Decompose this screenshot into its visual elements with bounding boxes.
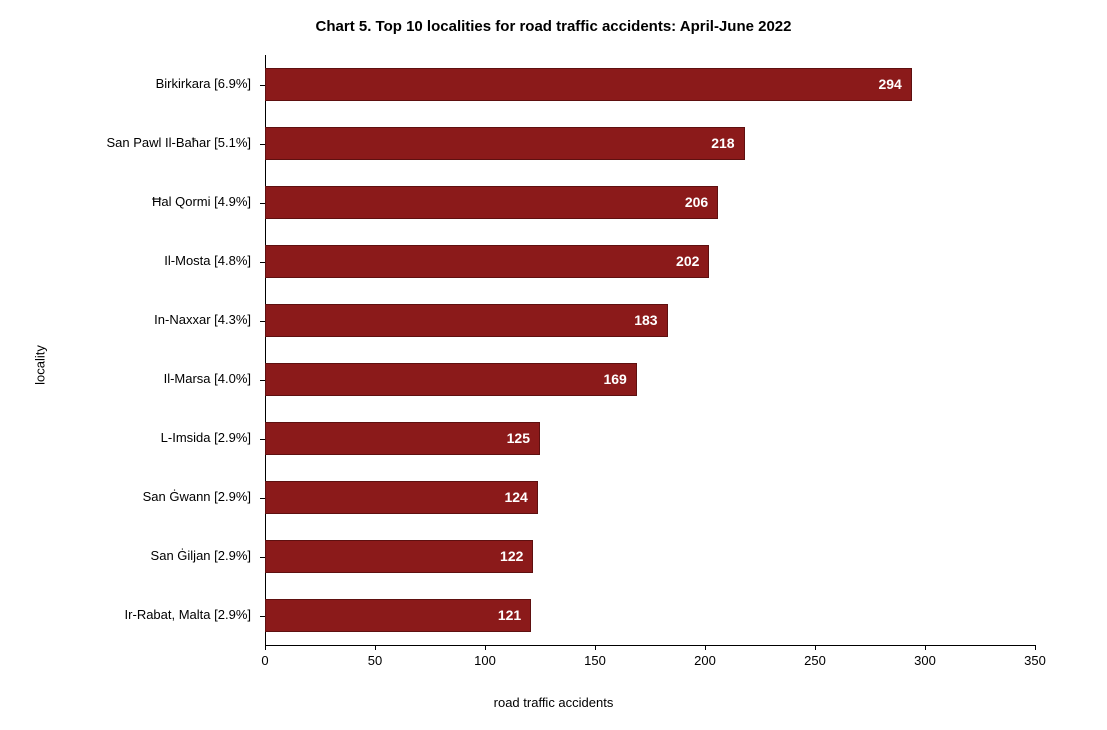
y-tick-label: Il-Mosta [4.8%] <box>21 253 251 268</box>
bar-value-label: 122 <box>265 548 523 564</box>
y-tick-label: San Pawl Il-Baħar [5.1%] <box>21 135 251 150</box>
y-tick-mark <box>260 203 265 204</box>
y-tick-mark <box>260 380 265 381</box>
chart-container: Chart 5. Top 10 localities for road traf… <box>0 0 1107 730</box>
y-tick-mark <box>260 557 265 558</box>
x-tick-mark <box>375 645 376 650</box>
x-tick-label: 50 <box>350 653 400 668</box>
x-tick-mark <box>265 645 266 650</box>
chart-title: Chart 5. Top 10 localities for road traf… <box>0 18 1107 35</box>
x-tick-mark <box>815 645 816 650</box>
bar-value-label: 183 <box>265 312 658 328</box>
bar-value-label: 294 <box>265 76 902 92</box>
y-tick-label: Birkirkara [6.9%] <box>21 76 251 91</box>
y-tick-label: Ir-Rabat, Malta [2.9%] <box>21 607 251 622</box>
bar-value-label: 202 <box>265 253 699 269</box>
x-tick-label: 250 <box>790 653 840 668</box>
x-tick-label: 200 <box>680 653 730 668</box>
bar-value-label: 124 <box>265 489 528 505</box>
y-tick-label: San Ġwann [2.9%] <box>21 489 251 504</box>
x-tick-label: 0 <box>240 653 290 668</box>
bar-value-label: 206 <box>265 194 708 210</box>
x-tick-label: 300 <box>900 653 950 668</box>
x-tick-mark <box>925 645 926 650</box>
y-tick-label: San Ġiljan [2.9%] <box>21 548 251 563</box>
y-tick-mark <box>260 439 265 440</box>
y-tick-mark <box>260 498 265 499</box>
x-tick-mark <box>595 645 596 650</box>
x-tick-label: 150 <box>570 653 620 668</box>
bar-value-label: 169 <box>265 371 627 387</box>
bar-value-label: 218 <box>265 135 735 151</box>
y-tick-label: In-Naxxar [4.3%] <box>21 312 251 327</box>
x-tick-label: 100 <box>460 653 510 668</box>
y-tick-mark <box>260 85 265 86</box>
y-tick-mark <box>260 321 265 322</box>
x-tick-mark <box>1035 645 1036 650</box>
x-tick-mark <box>485 645 486 650</box>
y-tick-mark <box>260 616 265 617</box>
y-tick-label: Il-Marsa [4.0%] <box>21 371 251 386</box>
y-tick-mark <box>260 262 265 263</box>
y-tick-mark <box>260 144 265 145</box>
x-tick-mark <box>705 645 706 650</box>
y-tick-label: Ħal Qormi [4.9%] <box>21 194 251 209</box>
plot-area: 294Birkirkara [6.9%]218San Pawl Il-Baħar… <box>265 55 1035 645</box>
bar-value-label: 125 <box>265 430 530 446</box>
bar-value-label: 121 <box>265 607 521 623</box>
x-axis-line <box>265 645 1035 646</box>
x-tick-label: 350 <box>1010 653 1060 668</box>
x-axis-label: road traffic accidents <box>0 695 1107 710</box>
y-tick-label: L-Imsida [2.9%] <box>21 430 251 445</box>
